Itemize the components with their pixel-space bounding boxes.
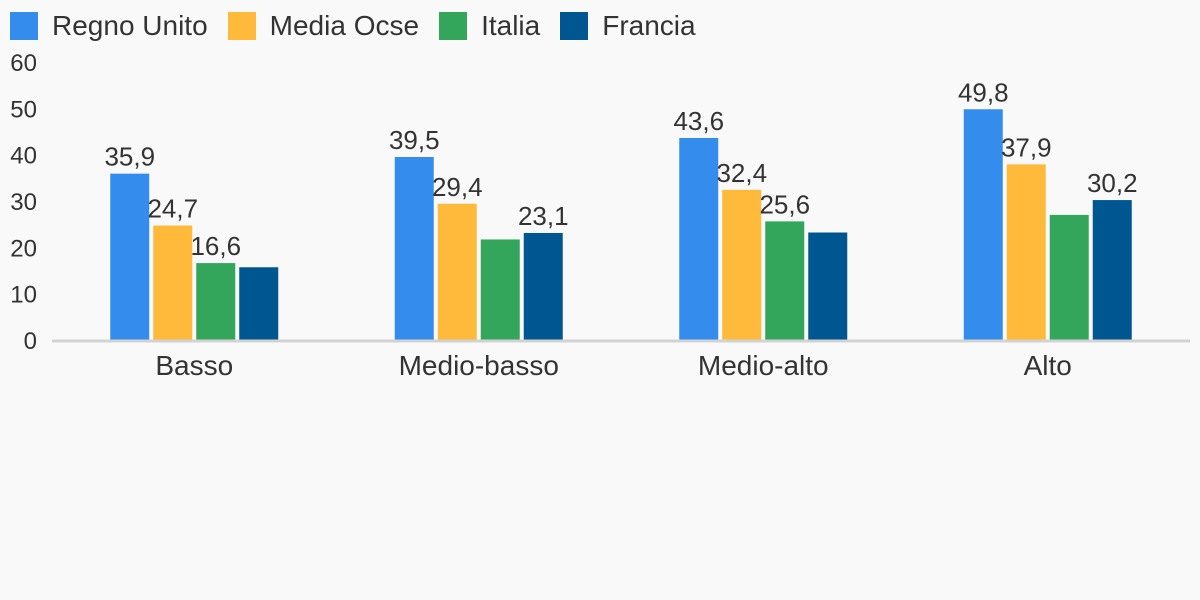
legend-label: Regno Unito	[52, 10, 208, 41]
bar[interactable]	[1006, 164, 1046, 340]
bar[interactable]	[1092, 200, 1132, 340]
legend-label: Media Ocse	[269, 10, 420, 41]
legend: Regno Unito Media Ocse Italia Francia	[10, 8, 716, 44]
legend-swatch	[560, 12, 589, 40]
legend-label: Italia	[481, 10, 541, 41]
legend-item[interactable]: Media Ocse	[227, 10, 420, 42]
y-tick-label: 20	[10, 235, 37, 262]
y-tick-label: 60	[10, 50, 37, 77]
y-tick-label: 30	[10, 189, 37, 216]
bar[interactable]	[437, 203, 477, 340]
bar[interactable]	[679, 137, 719, 340]
data-label: 24,7	[147, 194, 198, 224]
x-category-label: Medio-alto	[698, 350, 829, 381]
legend-item[interactable]: Regno Unito	[10, 10, 208, 42]
data-label: 49,8	[958, 77, 1009, 107]
bar[interactable]	[1049, 214, 1089, 340]
x-category-label: Alto	[1024, 350, 1072, 381]
data-label: 37,9	[1001, 132, 1052, 162]
data-label: 39,5	[389, 125, 440, 155]
bar[interactable]	[963, 109, 1003, 340]
bar[interactable]	[110, 173, 150, 340]
legend-label: Francia	[602, 10, 696, 41]
bar[interactable]	[480, 239, 520, 340]
bar[interactable]	[765, 221, 805, 340]
y-tick-label: 0	[24, 328, 37, 355]
bar[interactable]	[523, 232, 563, 340]
data-label: 16,6	[190, 231, 241, 261]
data-label: 25,6	[759, 189, 810, 219]
data-label: 43,6	[673, 106, 724, 136]
legend-swatch	[10, 12, 38, 40]
data-label: 23,1	[518, 201, 569, 231]
bar[interactable]	[239, 267, 279, 340]
bar[interactable]	[394, 156, 434, 340]
y-tick-label: 50	[10, 96, 37, 123]
data-label: 35,9	[104, 142, 155, 172]
legend-swatch	[439, 12, 468, 40]
data-label: 30,2	[1087, 168, 1138, 198]
data-label: 32,4	[716, 158, 767, 188]
bar[interactable]	[153, 225, 193, 340]
bar[interactable]	[196, 263, 236, 340]
legend-item[interactable]: Francia	[560, 10, 696, 42]
data-label: 29,4	[432, 172, 483, 202]
bar[interactable]	[808, 232, 848, 340]
x-category-label: Medio-basso	[399, 350, 559, 381]
legend-item[interactable]: Italia	[439, 10, 540, 42]
y-tick-label: 10	[10, 282, 37, 309]
bar[interactable]	[722, 189, 762, 340]
y-tick-label: 40	[10, 143, 37, 170]
x-category-label: Basso	[155, 350, 233, 381]
legend-swatch	[227, 12, 256, 40]
